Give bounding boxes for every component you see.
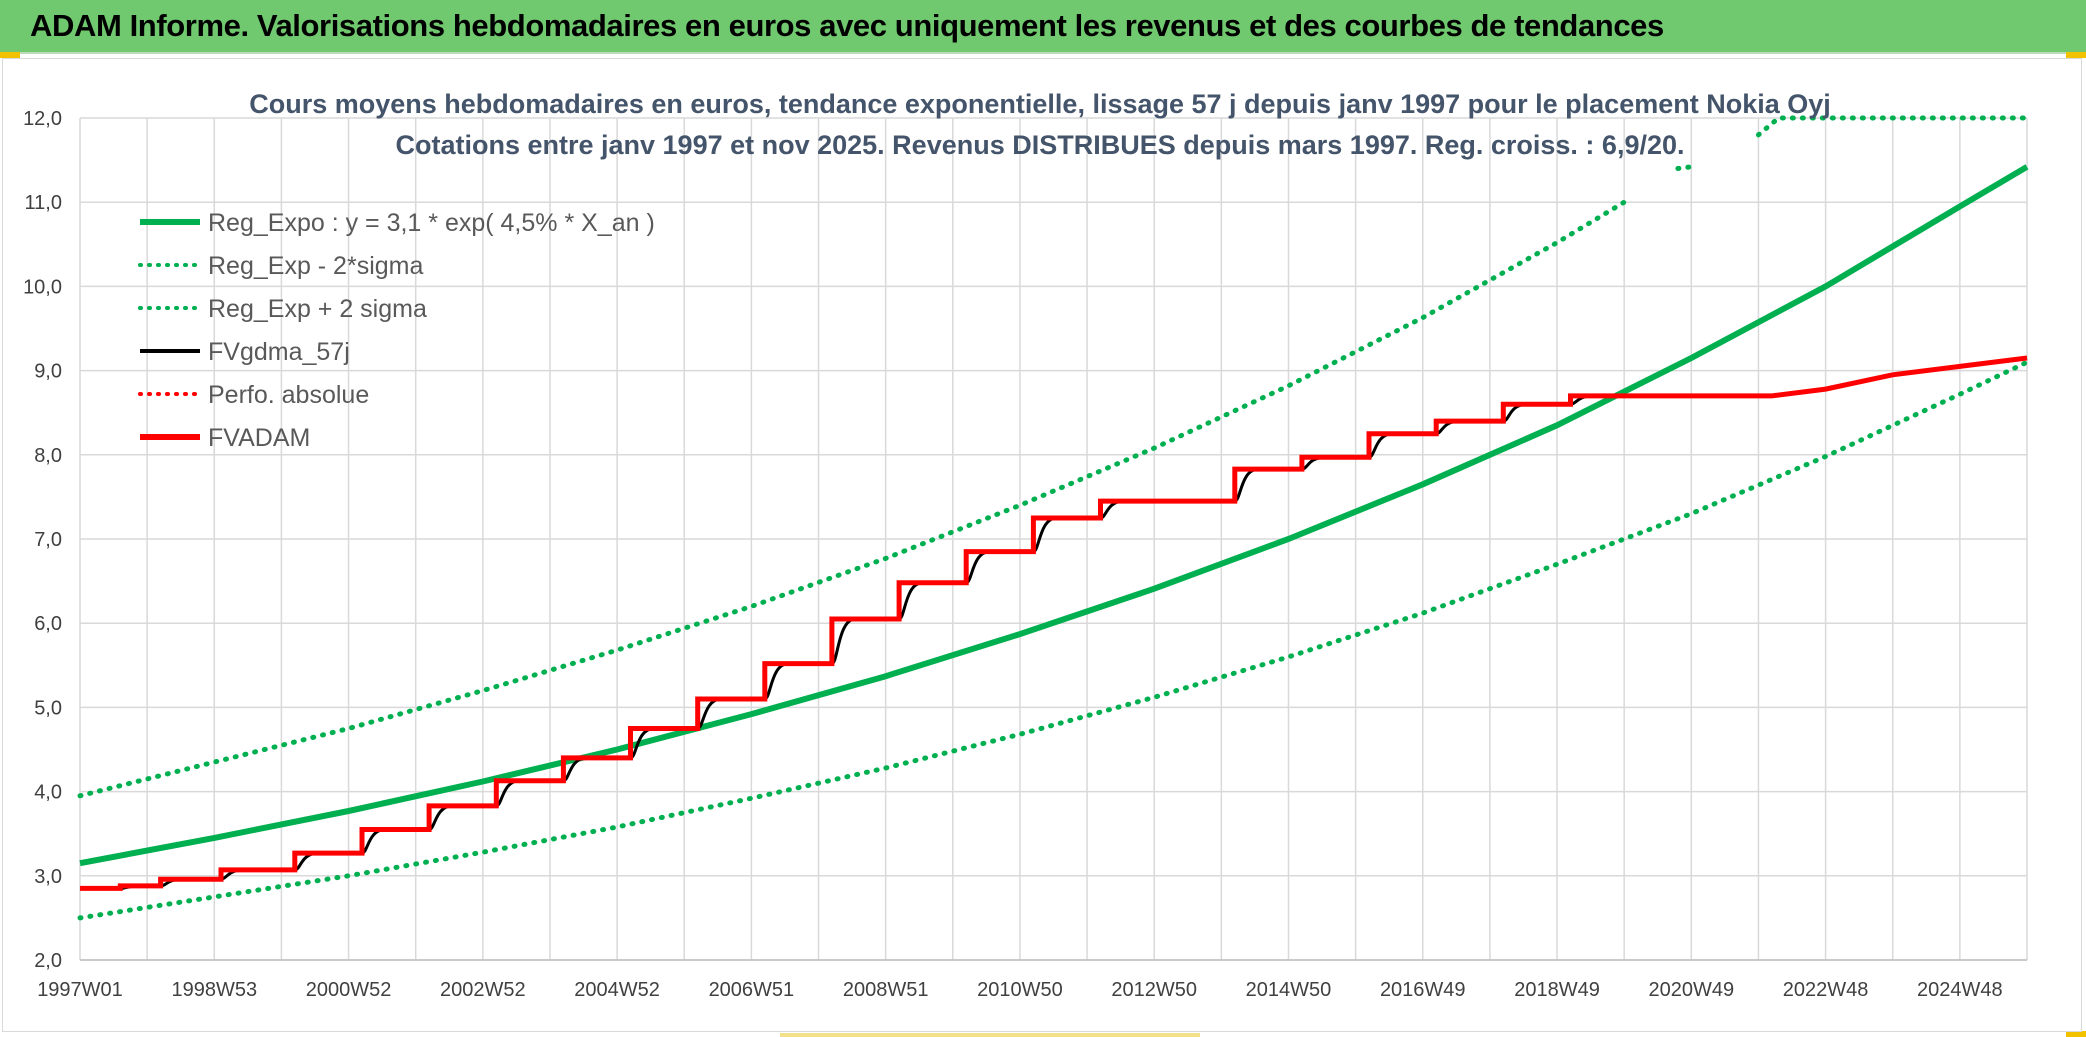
series-reg-exp-plus-2sigma-capped — [1755, 115, 2030, 138]
x-tick-label: 2020W49 — [1648, 979, 1734, 1001]
x-tick-label: 2012W50 — [1111, 979, 1197, 1001]
chart-title: Cours moyens hebdomadaires en euros, ten… — [249, 89, 1831, 160]
accent-bar-bottom-right — [2066, 1031, 2086, 1037]
y-tick-label: 7,0 — [34, 529, 62, 551]
series-reg-expo — [79, 164, 2029, 867]
y-tick-label: 3,0 — [34, 866, 62, 888]
header-banner: ADAM Informe. Valorisations hebdomadaire… — [0, 0, 2086, 54]
x-tick-label: 1998W53 — [171, 979, 257, 1001]
x-tick-label: 2006W51 — [709, 979, 795, 1001]
chart-title-line: Cours moyens hebdomadaires en euros, ten… — [249, 89, 1831, 119]
accent-bar-left — [0, 52, 20, 58]
y-tick-label: 8,0 — [34, 445, 62, 467]
y-tick-label: 10,0 — [23, 276, 62, 298]
y-tick-label: 2,0 — [34, 950, 62, 972]
grid — [79, 117, 2028, 961]
legend-label: Reg_Exp - 2*sigma — [208, 252, 423, 280]
legend-label: Reg_Exp + 2 sigma — [208, 295, 427, 323]
legend-label: Perfo. absolue — [208, 381, 369, 409]
axes: 2,0 3,0 4,0 5,0 6,0 7,0 8,0 9,0 10,0 11,0 12,0 1997… — [23, 108, 2027, 1001]
y-tick-label: 12,0 — [23, 108, 62, 130]
y-tick-label: 5,0 — [34, 697, 62, 719]
accent-bar-right — [2066, 52, 2086, 58]
chart-border — [2, 58, 2082, 1032]
chart-title-line: Cotations entre janv 1997 et nov 2025. R… — [395, 130, 1684, 160]
x-tick-label: 2024W48 — [1917, 979, 2003, 1001]
x-tick-label: 2004W52 — [574, 979, 660, 1001]
legend-label: Reg_Expo : y = 3,1 * exp( 4,5% * X_an ) — [208, 209, 655, 237]
legend-label: FVgdma_57j — [208, 338, 350, 366]
x-tick-label: 2018W49 — [1514, 979, 1600, 1001]
x-tick-label: 2022W48 — [1783, 979, 1869, 1001]
x-tick-label: 1997W01 — [37, 979, 123, 1001]
page-title: ADAM Informe. Valorisations hebdomadaire… — [30, 8, 1664, 43]
y-tick-label: 6,0 — [34, 613, 62, 635]
legend-label: FVADAM — [208, 424, 310, 452]
x-tick-label: 2000W52 — [306, 979, 392, 1001]
x-tick-label: 2014W50 — [1246, 979, 1332, 1001]
series-fvadam — [80, 355, 2028, 891]
legend: Reg_Expo : y = 3,1 * exp( 4,5% * X_an ) R… — [138, 209, 655, 452]
y-tick-label: 11,0 — [25, 192, 62, 214]
series-reg-exp-minus-2sigma — [77, 359, 2030, 921]
series-reg-exp-plus-2sigma — [77, 199, 1627, 799]
x-tick-label: 2002W52 — [440, 979, 526, 1001]
y-tick-label: 4,0 — [34, 782, 62, 804]
x-tick-label: 2016W49 — [1380, 979, 1466, 1001]
x-tick-label: 2010W50 — [977, 979, 1063, 1001]
accent-bar-bottom — [780, 1033, 1200, 1037]
x-tick-label: 2008W51 — [843, 979, 929, 1001]
series-reg-exp-plus-2sigma-segment — [1675, 164, 1694, 172]
y-tick-label: 9,0 — [34, 361, 62, 383]
series-layer — [77, 115, 2030, 921]
